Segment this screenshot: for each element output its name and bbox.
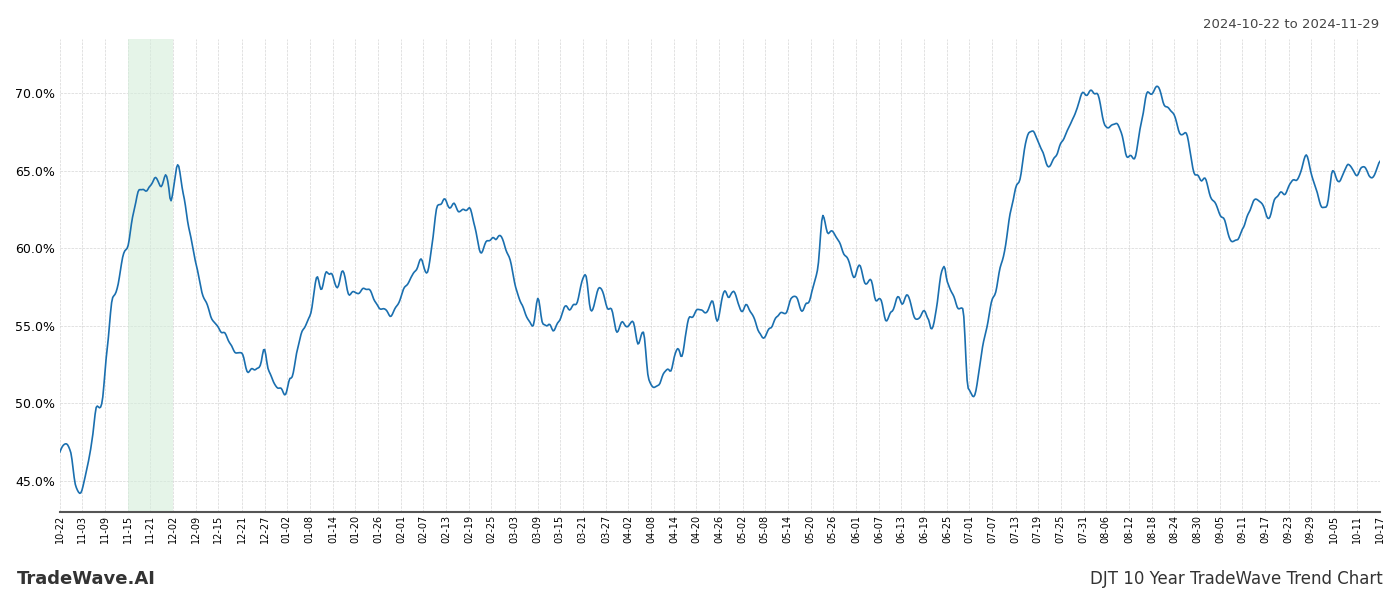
Text: TradeWave.AI: TradeWave.AI: [17, 570, 155, 588]
Text: DJT 10 Year TradeWave Trend Chart: DJT 10 Year TradeWave Trend Chart: [1091, 570, 1383, 588]
Text: 2024-10-22 to 2024-11-29: 2024-10-22 to 2024-11-29: [1203, 18, 1379, 31]
Bar: [129, 39, 174, 512]
